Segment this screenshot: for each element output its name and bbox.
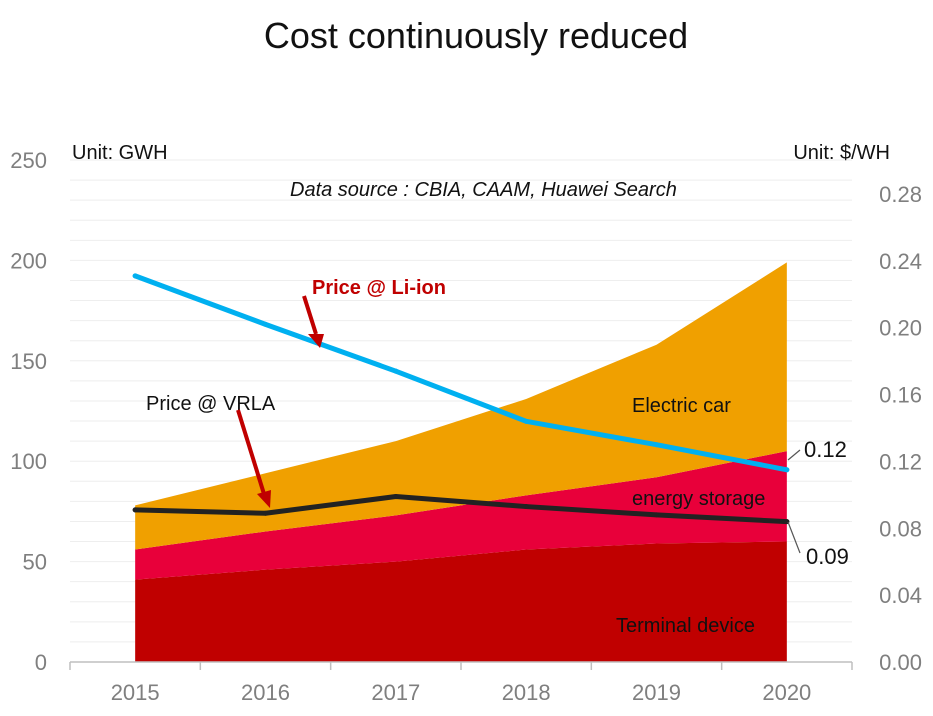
end-value-vrla: 0.09 [806, 544, 849, 569]
right-y-tick-label: 0.00 [879, 650, 922, 675]
leader-vrla-end [787, 521, 801, 554]
arrow-vrla [236, 409, 271, 508]
left-y-tick-label: 250 [10, 148, 47, 173]
point-price-vrla [263, 510, 268, 516]
label-price-li-ion: Price @ Li-ion [312, 277, 446, 299]
x-tick-label: 2016 [241, 680, 290, 705]
end-value-li-ion: 0.12 [804, 437, 847, 462]
point-price-vrla [132, 507, 138, 513]
left-y-tick-labels: 0 50 100 150 200 250 [10, 148, 47, 675]
point-price-li-ion [784, 467, 790, 473]
right-y-tick-label: 0.16 [879, 383, 922, 408]
label-electric-car: Electric car [632, 395, 731, 417]
right-y-tick-label: 0.20 [879, 316, 922, 341]
left-axis-unit: Unit: GWH [72, 142, 168, 164]
right-axis-unit: Unit: $/WH [793, 142, 890, 164]
point-price-vrla [654, 512, 659, 518]
line-price-li-ion [132, 273, 790, 473]
area-electric-car [135, 262, 787, 550]
x-tick-label: 2015 [111, 680, 160, 705]
left-y-tick-label: 150 [10, 349, 47, 374]
leader-li-ion-end [787, 449, 801, 461]
left-y-tick-label: 100 [10, 449, 47, 474]
point-price-li-ion [132, 273, 138, 279]
area-terminal-device [135, 541, 787, 662]
line-price-vrla [132, 494, 790, 525]
right-y-tick-label: 0.28 [879, 182, 922, 207]
x-tick-labels: 2015 2016 2017 2018 2019 2020 [111, 680, 812, 705]
point-price-vrla [523, 504, 529, 510]
x-tick-label: 2020 [762, 680, 811, 705]
right-y-tick-label: 0.12 [879, 449, 922, 474]
data-source-note: Data source : CBIA, CAAM, Huawei Search [290, 179, 677, 201]
right-y-tick-label: 0.24 [879, 249, 922, 274]
point-price-li-ion [654, 442, 659, 448]
right-y-tick-labels: 0.00 0.04 0.08 0.12 0.16 0.20 0.24 0.28 [879, 182, 922, 675]
area-energy-storage [135, 451, 787, 580]
left-y-tick-label: 200 [10, 248, 47, 273]
price-lines [132, 273, 790, 525]
left-y-tick-label: 0 [35, 650, 47, 675]
label-terminal-device: Terminal device [616, 615, 755, 637]
chart-title: Cost continuously reduced [264, 15, 688, 56]
label-price-vrla: Price @ VRLA [146, 393, 276, 415]
right-y-tick-label: 0.04 [879, 583, 922, 608]
x-tick-label: 2017 [371, 680, 420, 705]
point-price-li-ion [523, 418, 529, 424]
right-y-tick-label: 0.08 [879, 516, 922, 541]
left-y-tick-label: 50 [23, 550, 47, 575]
x-tick-label: 2018 [502, 680, 551, 705]
x-tick-marks [69, 662, 853, 670]
point-price-vrla [393, 494, 399, 500]
label-energy-storage: energy storage [632, 488, 765, 510]
arrow-li-ion [302, 295, 324, 348]
point-price-li-ion [393, 368, 399, 374]
point-price-li-ion [263, 321, 268, 327]
stacked-areas [135, 262, 787, 662]
x-tick-label: 2019 [632, 680, 681, 705]
